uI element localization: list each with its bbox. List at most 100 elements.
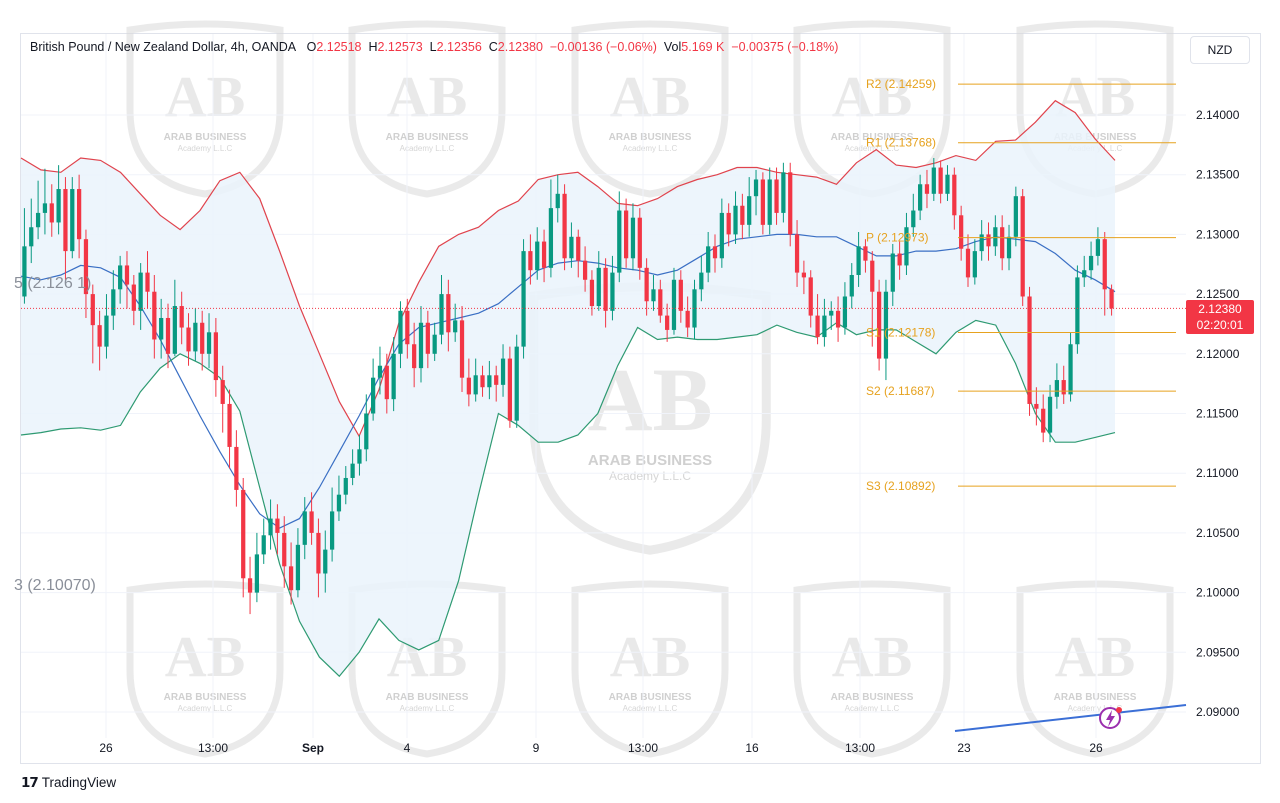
watermark-shield xyxy=(571,580,729,758)
watermark-subtext: Academy L.L.C xyxy=(845,704,900,713)
watermark-subtext: Academy L.L.C xyxy=(400,704,455,713)
watermark-text: ARAB BUSINESS xyxy=(164,132,247,143)
volume-value: 5.169 K xyxy=(681,40,725,54)
candle-body xyxy=(70,189,75,252)
watermark-text: ARAB BUSINESS xyxy=(164,692,247,703)
candle-body xyxy=(384,365,389,400)
watermark-subtext: Academy L.L.C xyxy=(1068,704,1123,713)
x-tick-label: 13:00 xyxy=(628,741,658,755)
candle-body xyxy=(165,317,171,354)
pivot-label-p: P (2.12973) xyxy=(866,231,929,245)
candle-body xyxy=(439,294,444,335)
candle-body xyxy=(931,167,936,194)
candle-body xyxy=(883,291,889,359)
candle-body xyxy=(159,317,164,340)
basis-line xyxy=(20,233,1116,529)
candle-body xyxy=(623,210,629,259)
close-value: 2.12380 xyxy=(497,40,543,54)
candle-body xyxy=(1088,255,1094,271)
symbol-title[interactable]: British Pound / New Zealand Dollar, 4h, … xyxy=(30,40,297,54)
watermark-monogram: AB xyxy=(1055,624,1136,689)
pivot-label-r1: R1 (2.13768) xyxy=(866,136,936,150)
overlay-layer: 5 (2.126 1) 3 (2.10070) xyxy=(14,275,1187,732)
candle-body xyxy=(206,332,212,354)
candle-body xyxy=(42,203,48,213)
candle-body xyxy=(870,260,875,292)
candle-body xyxy=(808,277,813,316)
candle-body xyxy=(1047,396,1053,433)
close-key: C xyxy=(488,40,498,54)
x-tick-label: 13:00 xyxy=(198,741,228,755)
candle-body xyxy=(740,205,745,225)
candle-body xyxy=(938,167,943,194)
candle-body xyxy=(247,578,253,593)
tradingview-logo[interactable]: 17 TradingView xyxy=(21,775,116,791)
candle-body xyxy=(548,208,554,268)
watermark-text: ARAB BUSINESS xyxy=(386,692,469,703)
candle-body xyxy=(459,320,465,378)
candle-body xyxy=(822,315,827,338)
candle-body xyxy=(234,446,239,490)
candle-body xyxy=(371,377,376,414)
watermark-shield xyxy=(793,20,951,198)
candle-body xyxy=(685,310,690,328)
candle-body xyxy=(637,217,642,268)
candle-body xyxy=(767,179,772,225)
candle-body xyxy=(357,449,362,464)
watermark-monogram: AB xyxy=(610,624,691,689)
candle-body xyxy=(665,315,670,330)
band-fill xyxy=(21,100,1115,677)
candle-body xyxy=(391,353,396,400)
lower-band-line xyxy=(20,319,1116,678)
candle-body xyxy=(446,294,451,333)
candle-body xyxy=(863,246,868,261)
high-key: H xyxy=(368,40,378,54)
candle-body xyxy=(336,494,342,512)
candle-body xyxy=(521,251,526,347)
candle-body xyxy=(856,246,861,275)
watermark-monogram: AB xyxy=(832,64,913,129)
notification-dot-icon xyxy=(1116,707,1122,713)
open-key: O xyxy=(306,40,317,54)
candle-body xyxy=(589,279,595,307)
candle-body xyxy=(658,289,663,316)
candle-body xyxy=(918,184,923,211)
candle-body xyxy=(480,375,485,388)
watermark-monogram: AB xyxy=(610,64,691,129)
trend-line xyxy=(954,704,1187,732)
candle-body xyxy=(528,251,533,271)
watermark-subtext: Academy L.L.C xyxy=(609,469,691,483)
candle-body xyxy=(726,212,731,235)
y-tick-label: 2.10000 xyxy=(1196,586,1240,600)
candle-body xyxy=(1075,277,1080,345)
watermark-subtext: Academy L.L.C xyxy=(400,144,455,153)
candle-body xyxy=(630,217,636,259)
candle-body xyxy=(760,179,765,225)
watermark-monogram: AB xyxy=(832,624,913,689)
candle-body xyxy=(186,327,191,352)
candle-body xyxy=(815,315,820,338)
x-tick-label: 4 xyxy=(404,741,411,755)
watermark-subtext: Academy L.L.C xyxy=(623,144,678,153)
watermark-shield xyxy=(348,20,506,198)
volume-change: −0.00375 (−0.18%) xyxy=(731,40,839,54)
candle-body xyxy=(1068,344,1073,395)
pivot-label-r2: R2 (2.14259) xyxy=(866,77,936,91)
candle-body xyxy=(49,203,54,223)
candle-body xyxy=(904,227,909,266)
watermark-shield xyxy=(793,580,951,758)
currency-unit-button[interactable]: NZD xyxy=(1190,36,1250,64)
candle-body xyxy=(302,511,307,545)
candle-body xyxy=(671,279,677,330)
candle-body xyxy=(83,239,89,295)
candle-body xyxy=(138,272,143,311)
candle-body xyxy=(514,346,519,421)
candle-body xyxy=(692,289,697,328)
y-tick-label: 2.12500 xyxy=(1196,287,1240,301)
candle-body xyxy=(965,248,971,278)
candle-body xyxy=(473,375,478,395)
x-tick-label: 26 xyxy=(99,741,113,755)
axes: 2.14000 2.13500 2.13000 2.12500 2.12000 2.115… xyxy=(99,108,1239,755)
